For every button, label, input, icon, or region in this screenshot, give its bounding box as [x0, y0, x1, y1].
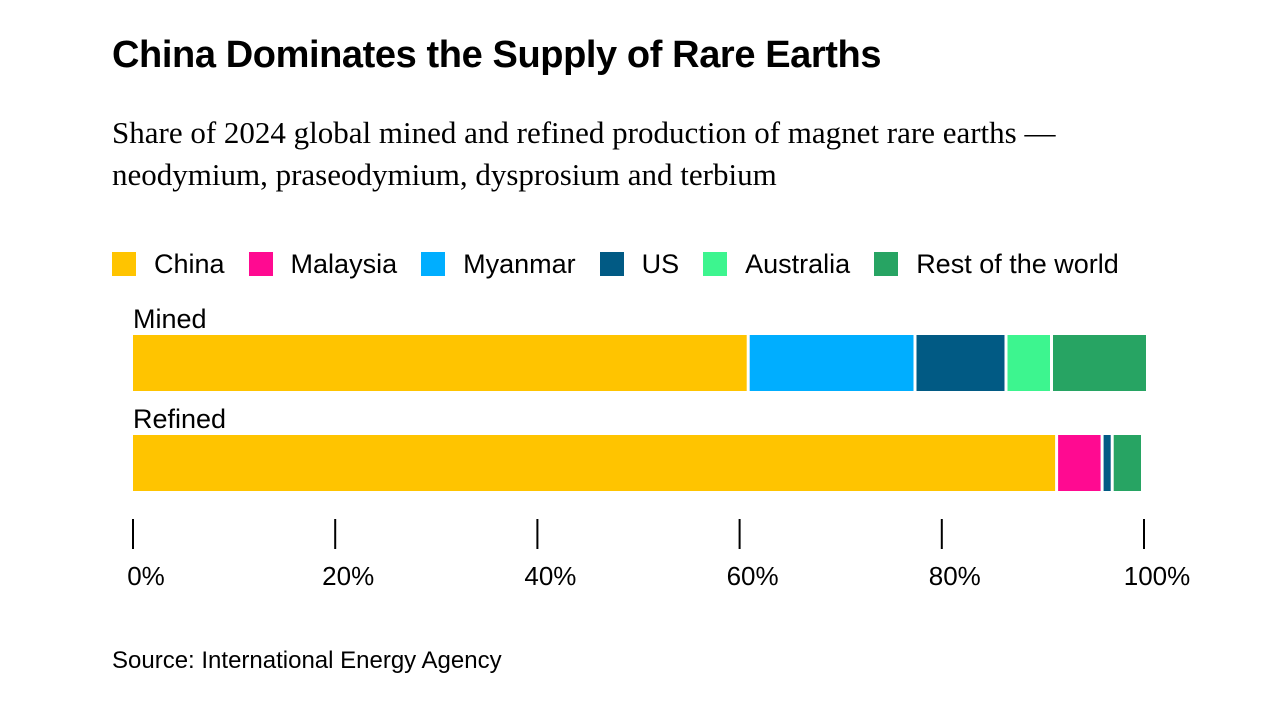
x-tick-label-20: 20% [322, 561, 374, 591]
bar-label-refined: Refined [133, 404, 226, 434]
chart-title: China Dominates the Supply of Rare Earth… [112, 34, 882, 76]
bar-segment-mined-australia [1007, 335, 1050, 391]
bar-segment-mined-rest-of-the-world [1053, 335, 1146, 391]
legend-item-myanmar: Myanmar [421, 249, 576, 280]
x-tick-label-80: 80% [929, 561, 981, 591]
legend-swatch-malaysia [248, 252, 273, 276]
bar-segment-mined-myanmar [749, 335, 914, 391]
legend-swatch-china [112, 252, 136, 276]
chart-subtitle: Share of 2024 global mined and refined p… [112, 115, 1056, 192]
legend-swatch-us [599, 252, 624, 276]
legend-item-rest-of-world: Rest of the world [874, 249, 1119, 280]
legend-label-rest-of-world: Rest of the world [916, 248, 1119, 279]
x-tick-label-100: 100% [1124, 561, 1191, 591]
bar-label-mined: Mined [133, 304, 207, 334]
x-tick-label-60: 60% [727, 561, 779, 591]
bar-segment-refined-china [133, 435, 1056, 491]
bar-segment-mined-china [133, 335, 747, 391]
legend-item-malaysia: Malaysia [248, 248, 398, 280]
legend-item-china: China [112, 249, 225, 280]
x-tick-label-0: 0% [127, 561, 165, 591]
bar-segment-refined-rest-of-the-world [1113, 435, 1141, 491]
legend-label-us: US [641, 248, 680, 279]
legend-item-australia: Australia [703, 249, 850, 280]
stacked-bar-chart: Mined Refined 0% 20% 40% 60% 80% 100% [127, 304, 1191, 591]
legend-label-malaysia: Malaysia [290, 248, 398, 279]
legend-label-china: China [154, 248, 225, 279]
legend-swatch-rest-of-world [874, 252, 899, 276]
legend-item-us: US [599, 248, 680, 280]
legend-label-myanmar: Myanmar [463, 248, 576, 279]
legend-swatch-australia [703, 252, 728, 276]
bar-segment-refined-us [1103, 435, 1111, 491]
legend: China Malaysia Myanmar US Australia Rest… [112, 246, 1143, 282]
bar-segment-mined-us [916, 335, 1005, 391]
legend-label-australia: Australia [745, 248, 851, 279]
bar-segment-refined-malaysia [1058, 435, 1101, 491]
source-note: Source: International Energy Agency [112, 647, 502, 674]
legend-swatch-myanmar [421, 252, 446, 276]
x-tick-label-40: 40% [524, 561, 576, 591]
